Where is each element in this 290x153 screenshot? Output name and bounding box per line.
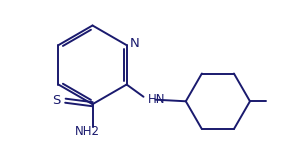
Text: N: N xyxy=(130,37,140,50)
Text: HN: HN xyxy=(148,93,165,106)
Text: NH2: NH2 xyxy=(75,125,100,138)
Text: S: S xyxy=(52,94,60,107)
